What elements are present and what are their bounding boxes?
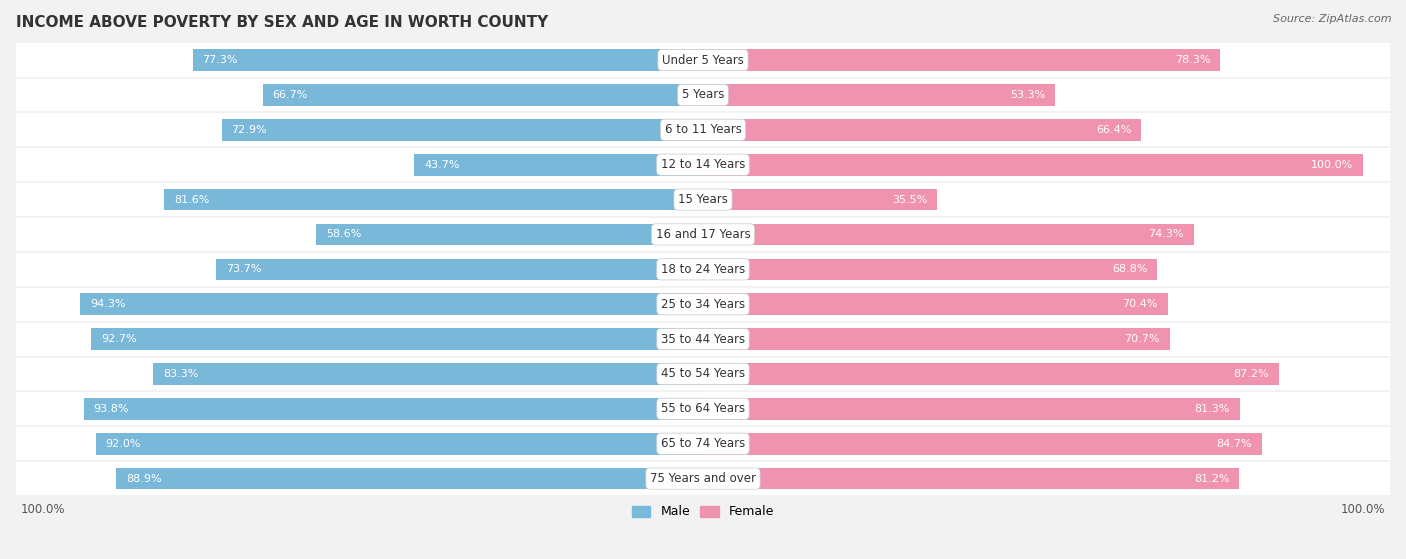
Text: 70.4%: 70.4% [1122,299,1159,309]
Bar [153,363,703,385]
FancyBboxPatch shape [17,112,1389,147]
Text: 74.3%: 74.3% [1149,229,1184,239]
Text: Under 5 Years: Under 5 Years [662,54,744,67]
Text: 70.7%: 70.7% [1125,334,1160,344]
Bar [703,119,1142,141]
Text: 68.8%: 68.8% [1112,264,1147,274]
Text: 81.6%: 81.6% [174,195,209,205]
FancyBboxPatch shape [17,217,1389,252]
Bar [217,258,703,280]
FancyBboxPatch shape [17,287,1389,321]
Bar [703,258,1157,280]
FancyBboxPatch shape [17,147,1389,182]
Text: 78.3%: 78.3% [1174,55,1211,65]
Text: 58.6%: 58.6% [326,229,361,239]
Bar [703,49,1220,71]
Text: 66.7%: 66.7% [273,90,308,100]
Text: 35.5%: 35.5% [893,195,928,205]
FancyBboxPatch shape [17,427,1389,461]
Text: 84.7%: 84.7% [1216,439,1253,449]
Text: 45 to 54 Years: 45 to 54 Years [661,367,745,381]
Text: 18 to 24 Years: 18 to 24 Years [661,263,745,276]
Text: 93.8%: 93.8% [94,404,129,414]
FancyBboxPatch shape [17,78,1389,112]
Text: 73.7%: 73.7% [226,264,262,274]
Text: 77.3%: 77.3% [202,55,238,65]
Bar [703,398,1240,420]
Bar [96,433,703,454]
FancyBboxPatch shape [17,461,1389,496]
Text: 65 to 74 Years: 65 to 74 Years [661,437,745,450]
FancyBboxPatch shape [17,357,1389,391]
Bar [415,154,703,176]
Bar [703,224,1194,245]
Bar [703,468,1239,489]
Bar [703,293,1168,315]
Text: Source: ZipAtlas.com: Source: ZipAtlas.com [1274,14,1392,24]
Text: 94.3%: 94.3% [90,299,125,309]
Text: 5 Years: 5 Years [682,88,724,101]
Text: 81.3%: 81.3% [1195,404,1230,414]
Text: 43.7%: 43.7% [425,160,460,170]
Text: 6 to 11 Years: 6 to 11 Years [665,124,741,136]
Text: 81.2%: 81.2% [1194,473,1229,484]
Text: 16 and 17 Years: 16 and 17 Years [655,228,751,241]
Bar [703,433,1263,454]
Bar [83,398,703,420]
Text: INCOME ABOVE POVERTY BY SEX AND AGE IN WORTH COUNTY: INCOME ABOVE POVERTY BY SEX AND AGE IN W… [17,15,548,30]
Bar [117,468,703,489]
Text: 92.7%: 92.7% [101,334,136,344]
Bar [703,363,1279,385]
Legend: Male, Female: Male, Female [627,500,779,523]
Text: 53.3%: 53.3% [1010,90,1045,100]
Bar [703,189,938,210]
Bar [222,119,703,141]
Text: 75 Years and over: 75 Years and over [650,472,756,485]
Text: 100.0%: 100.0% [1312,160,1354,170]
FancyBboxPatch shape [17,252,1389,287]
Bar [703,84,1054,106]
Text: 12 to 14 Years: 12 to 14 Years [661,158,745,171]
Bar [316,224,703,245]
FancyBboxPatch shape [17,391,1389,427]
Bar [703,154,1364,176]
Bar [263,84,703,106]
Text: 83.3%: 83.3% [163,369,198,379]
Text: 92.0%: 92.0% [105,439,141,449]
Bar [80,293,703,315]
Text: 35 to 44 Years: 35 to 44 Years [661,333,745,345]
Bar [91,328,703,350]
FancyBboxPatch shape [17,42,1389,78]
Text: 88.9%: 88.9% [127,473,162,484]
Text: 66.4%: 66.4% [1097,125,1132,135]
Text: 25 to 34 Years: 25 to 34 Years [661,298,745,311]
Text: 55 to 64 Years: 55 to 64 Years [661,402,745,415]
Bar [703,328,1170,350]
FancyBboxPatch shape [17,321,1389,357]
Text: 72.9%: 72.9% [232,125,267,135]
Text: 15 Years: 15 Years [678,193,728,206]
FancyBboxPatch shape [17,182,1389,217]
Bar [193,49,703,71]
Text: 87.2%: 87.2% [1233,369,1268,379]
Bar [165,189,703,210]
